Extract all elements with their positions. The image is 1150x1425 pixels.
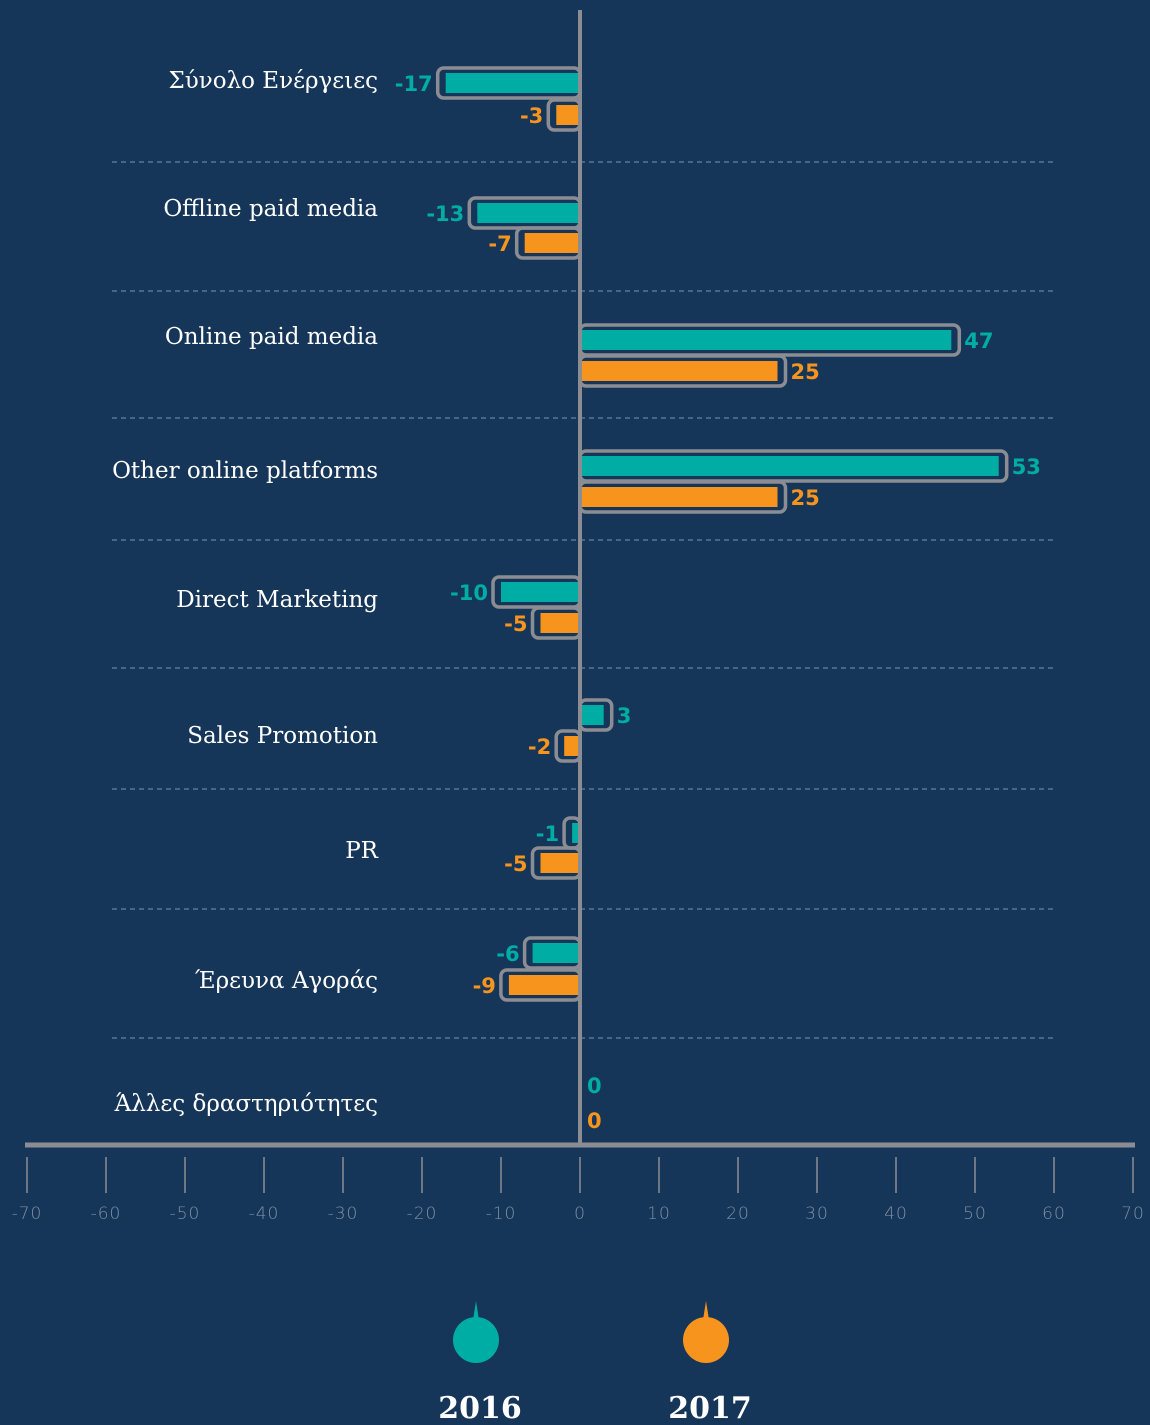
x-tick-label: 20 (726, 1204, 750, 1224)
category-label: Offline paid media (163, 196, 378, 222)
category-label: Direct Marketing (176, 587, 378, 613)
category-label: Σύνολο Ενέργειες (169, 68, 379, 94)
data-label: 0 (587, 1074, 602, 1098)
bar-2017 (564, 736, 580, 756)
x-tick-label: 70 (1121, 1204, 1145, 1224)
category-label: Online paid media (165, 324, 378, 350)
data-label: 25 (791, 360, 820, 384)
bar-2016 (580, 705, 604, 725)
x-tick-label: -10 (486, 1204, 517, 1224)
data-label: 53 (1012, 455, 1041, 479)
data-label: -13 (426, 202, 464, 226)
category-label: Sales Promotion (187, 723, 378, 749)
x-tick-label: 10 (647, 1204, 671, 1224)
x-tick-label: 60 (1042, 1204, 1066, 1224)
data-label: -9 (473, 974, 496, 998)
x-tick-label: -40 (249, 1204, 280, 1224)
legend-label: 2016 (438, 1391, 522, 1421)
data-label: -5 (504, 852, 527, 876)
bar-2016 (445, 73, 580, 93)
bar-2017 (556, 105, 580, 125)
bar-2016 (532, 943, 580, 963)
legend-marker-tip (703, 1301, 709, 1320)
legend-label: 2017 (668, 1391, 752, 1421)
bar-2016 (580, 330, 952, 350)
data-label: 3 (617, 704, 632, 728)
legend-marker-tip (473, 1301, 479, 1320)
x-tick-label: -70 (12, 1204, 43, 1224)
data-label: -7 (488, 232, 511, 256)
legend-marker-2016 (453, 1317, 499, 1363)
bar-2017 (580, 361, 778, 381)
x-tick-label: -60 (91, 1204, 122, 1224)
bar-2017 (540, 853, 580, 873)
data-label: -10 (450, 581, 488, 605)
legend-marker-2017 (683, 1317, 729, 1363)
bar-2016 (477, 203, 580, 223)
x-tick-label: 0 (574, 1204, 586, 1224)
data-label: -17 (395, 72, 433, 96)
x-tick-label: 50 (963, 1204, 987, 1224)
category-label: PR (345, 838, 378, 864)
data-label: 0 (587, 1109, 602, 1133)
data-label: 25 (791, 486, 820, 510)
data-label: -5 (504, 612, 527, 636)
bar-2016 (501, 582, 580, 602)
data-label: -1 (536, 822, 559, 846)
x-tick-label: -20 (407, 1204, 438, 1224)
bar-2017 (524, 233, 580, 253)
category-label: Έρευνα Αγοράς (195, 968, 378, 994)
data-label: -2 (528, 735, 551, 759)
x-tick-label: -50 (170, 1204, 201, 1224)
x-tick-label: 30 (805, 1204, 829, 1224)
category-label: Άλλες δραστηριότητες (114, 1091, 378, 1117)
category-label: Other online platforms (112, 458, 378, 484)
x-tick-label: 40 (884, 1204, 908, 1224)
bar-2017 (508, 975, 580, 995)
bar-2016 (580, 456, 999, 476)
bar-2017 (540, 613, 580, 633)
bar-2017 (580, 487, 778, 507)
data-label: 47 (964, 329, 993, 353)
bar-2016 (572, 823, 580, 843)
data-label: -6 (496, 942, 519, 966)
data-label: -3 (520, 104, 543, 128)
x-tick-label: -30 (328, 1204, 359, 1224)
